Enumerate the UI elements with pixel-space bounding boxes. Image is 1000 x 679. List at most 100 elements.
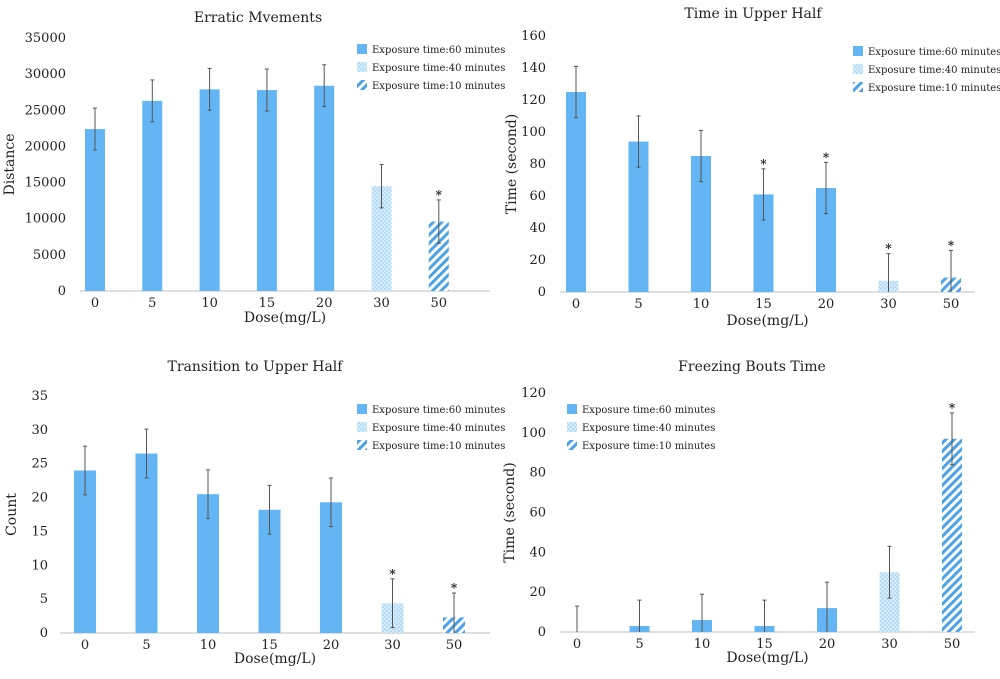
y-tick-label: 20 [31,491,48,506]
x-axis-label: Dose(mg/L) [726,313,808,329]
x-tick-label: 20 [819,637,836,652]
significance-star: * [451,581,458,595]
chart-panel-1: Erratic Mvements 0 5000 10000 15000 20000 2500… [2,10,505,326]
chart-title: Freezing Bouts Time [678,359,826,375]
y-axis-label: Count [4,493,20,536]
chart-panel-3: Transition to Upper Half 0 5 10 15 20 25 30 35 Co… [4,359,505,667]
legend-swatch [853,82,863,92]
y-tick-label: 120 [521,93,546,108]
legend: Exposure time:60 minutes Exposure time:40… [357,404,505,452]
legend-item-label: Exposure time:40 minutes [582,423,715,434]
y-tick-label: 0 [538,285,546,300]
x-tick-label: 0 [573,637,581,652]
y-tick-label: 5 [40,592,48,607]
y-tick-label: 40 [529,545,546,560]
y-axis-label: Time (second) [504,114,520,214]
y-tick-label: 15000 [25,176,66,191]
legend-item-label: Exposure time:10 minutes [372,81,505,92]
x-tick-label: 50 [431,296,448,311]
y-tick-label: 80 [529,466,546,481]
bar [428,221,449,291]
legend: Exposure time:60 minutes Exposure time:40… [567,404,715,452]
y-tick-label: 100 [521,426,546,441]
x-tick-label: 50 [943,297,960,312]
x-tick-label: 0 [572,297,580,312]
y-tick-label: 25 [31,457,48,472]
y-tick-label: 20 [529,253,546,268]
y-tick-label: 35000 [25,31,66,46]
y-tick-label: 80 [529,157,546,172]
x-tick-label: 30 [881,637,898,652]
bar [942,438,962,632]
x-tick-label: 10 [201,296,218,311]
x-axis-label: Dose(mg/L) [234,651,316,667]
legend-swatch [567,422,577,432]
x-tick-label: 10 [200,638,217,653]
x-tick-label: 15 [755,297,772,312]
legend-swatch [357,440,367,450]
y-tick-label: 20000 [25,139,66,154]
x-tick-label: 30 [373,296,390,311]
chart-title: Time in Upper Half [684,6,823,22]
legend-item-label: Exposure time:60 minutes [582,405,715,416]
x-tick-label: 0 [81,638,89,653]
legend-item-label: Exposure time:40 minutes [372,423,505,434]
legend-swatch [357,80,367,90]
x-axis-label: Dose(mg/L) [244,310,326,326]
significance-star: * [436,188,443,202]
legend-swatch [357,422,367,432]
y-axis-label: Time (second) [502,462,518,562]
significance-star: * [389,567,396,581]
y-tick-label: 40 [529,221,546,236]
legend-item-label: Exposure time:40 minutes [372,63,505,74]
bar [879,572,900,632]
y-tick-label: 120 [521,386,546,401]
x-tick-label: 20 [818,297,835,312]
bar [753,194,774,292]
chart-panel-2: Time in Upper Half020406080100120140160T… [504,6,1000,329]
x-tick-label: 5 [635,637,643,652]
y-tick-label: 30 [31,423,48,438]
legend-swatch [853,64,863,74]
legend-swatch [357,62,367,72]
x-tick-label: 5 [634,297,642,312]
x-tick-label: 15 [259,296,276,311]
x-axis-label: Dose(mg/L) [726,650,808,666]
y-tick-label: 10 [31,558,48,573]
legend-swatch [357,404,367,414]
legend-item-label: Exposure time:40 minutes [868,65,1000,76]
y-tick-label: 0 [58,284,66,299]
y-tick-label: 100 [521,125,546,140]
y-axis-label: Distance [2,133,18,195]
significance-star: * [949,401,956,415]
x-tick-label: 20 [316,296,333,311]
x-tick-label: 10 [694,637,711,652]
bar [256,90,277,291]
y-tick-label: 5000 [33,248,66,263]
bar [85,129,105,291]
bar [566,92,586,292]
y-tick-label: 140 [521,61,546,76]
x-tick-label: 15 [261,638,278,653]
y-tick-label: 20 [529,585,546,600]
legend-item-label: Exposure time:10 minutes [868,83,1000,94]
legend-item-label: Exposure time:10 minutes [372,441,505,452]
x-tick-label: 50 [944,637,961,652]
bar [816,188,836,292]
y-tick-label: 0 [40,626,48,641]
bar [691,156,711,292]
chart-title: Transition to Upper Half [168,359,345,375]
y-tick-label: 60 [529,189,546,204]
x-tick-label: 0 [91,296,99,311]
y-tick-label: 10000 [25,212,66,227]
significance-star: * [760,157,767,171]
bar [142,100,163,291]
legend-item-label: Exposure time:60 minutes [372,45,505,56]
x-tick-label: 5 [148,296,156,311]
legend-swatch [567,404,577,414]
chart-title: Erratic Mvements [194,10,322,26]
legend: Exposure time:60 minutes Exposure time:40… [853,46,1000,94]
x-tick-label: 30 [384,638,401,653]
